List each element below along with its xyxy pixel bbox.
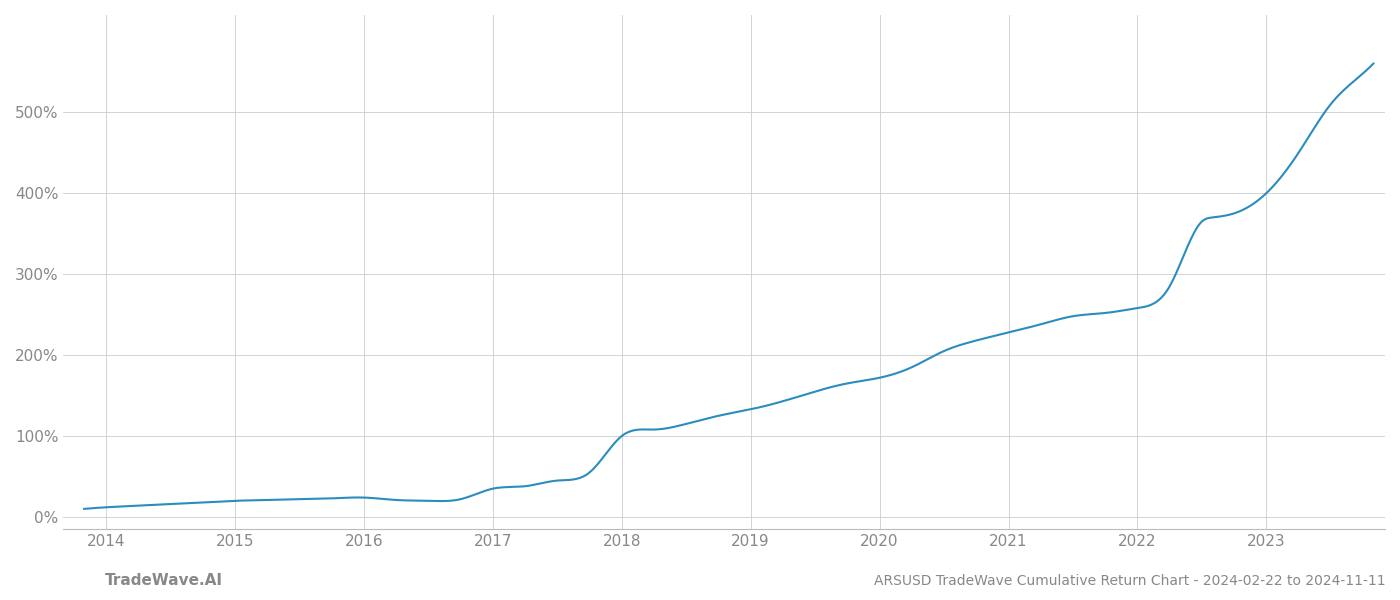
Text: ARSUSD TradeWave Cumulative Return Chart - 2024-02-22 to 2024-11-11: ARSUSD TradeWave Cumulative Return Chart…: [875, 574, 1386, 588]
Text: TradeWave.AI: TradeWave.AI: [105, 573, 223, 588]
